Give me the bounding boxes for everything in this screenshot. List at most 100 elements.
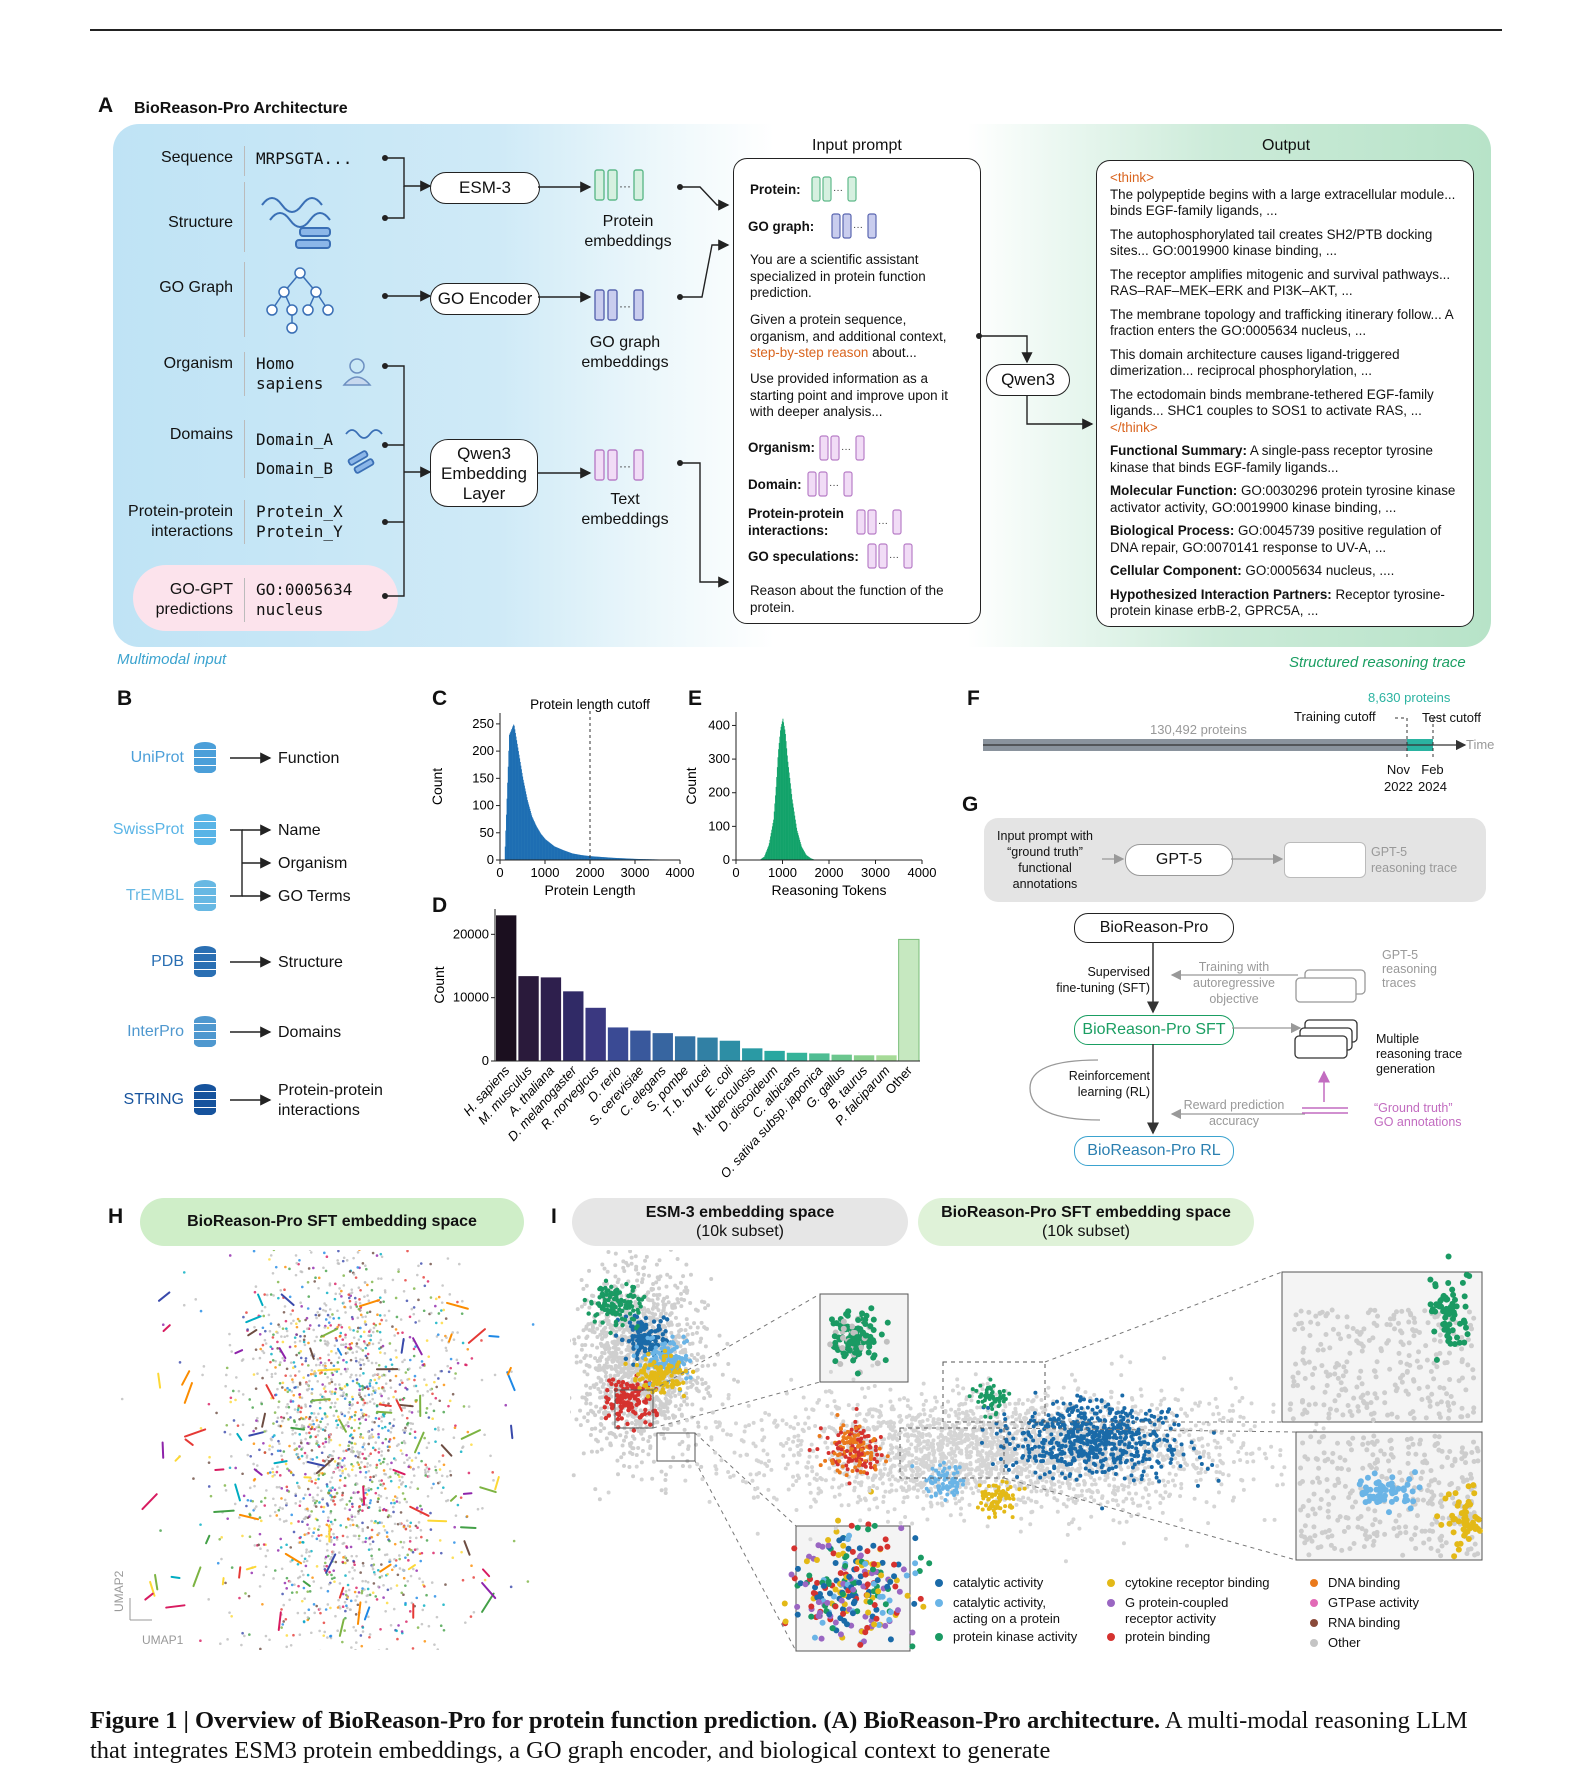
embedding-point — [429, 1512, 432, 1515]
esm-point — [661, 1405, 665, 1409]
embedding-point — [379, 1331, 382, 1334]
esm-point — [582, 1451, 586, 1455]
embedding-point — [200, 1310, 203, 1313]
esm-point — [587, 1306, 591, 1310]
embedding-point — [352, 1524, 355, 1527]
embedding-point — [359, 1364, 362, 1367]
embedding-point — [304, 1344, 307, 1347]
esm-class-point — [624, 1357, 628, 1361]
embedding-point — [409, 1359, 412, 1362]
esm-point — [663, 1478, 667, 1482]
embedding-point — [226, 1638, 229, 1641]
embedding-point — [454, 1372, 457, 1375]
embedding-point — [353, 1273, 356, 1276]
embedding-point — [280, 1454, 283, 1457]
esm-class-point — [620, 1323, 624, 1327]
embedding-point — [305, 1432, 308, 1435]
embedding-point — [283, 1335, 286, 1338]
panel-b-arrows — [100, 730, 420, 1130]
embedding-point — [389, 1409, 392, 1412]
embedding-point — [381, 1442, 384, 1445]
embedding-point — [194, 1298, 197, 1301]
organism-bar — [630, 1031, 650, 1061]
embedding-point — [228, 1611, 231, 1614]
esm-point — [582, 1370, 586, 1374]
embedding-point — [286, 1367, 289, 1370]
embedding-point — [322, 1442, 325, 1445]
embedding-point — [309, 1493, 312, 1496]
organism-bar — [697, 1038, 717, 1061]
esm-inset-point — [841, 1319, 847, 1325]
embedding-point — [376, 1598, 379, 1601]
embedding-point — [340, 1295, 343, 1298]
embedding-point — [363, 1448, 366, 1451]
embedding-point — [303, 1330, 306, 1333]
embedding-point — [288, 1598, 291, 1601]
embedding-point — [297, 1577, 300, 1580]
embedding-point — [297, 1408, 300, 1411]
embedding-point — [253, 1250, 256, 1252]
embedding-point — [229, 1401, 232, 1404]
embedding-point — [358, 1361, 361, 1364]
esm-point — [619, 1351, 623, 1355]
embedding-point — [329, 1308, 332, 1311]
embedding-point — [461, 1312, 464, 1315]
embedding-point — [269, 1361, 272, 1364]
embedding-point — [285, 1543, 288, 1546]
esm-point — [650, 1477, 654, 1481]
embedding-point — [381, 1374, 384, 1377]
panel-h-title: BioReason-Pro SFT embedding space — [140, 1198, 524, 1246]
embedding-point — [385, 1382, 388, 1385]
embedding-point — [334, 1298, 337, 1301]
embedding-point — [303, 1587, 306, 1590]
esm-point — [695, 1387, 699, 1391]
embedding-point — [298, 1259, 301, 1262]
organism-bar — [854, 1055, 874, 1061]
esm-point — [701, 1382, 705, 1386]
esm-point — [580, 1348, 584, 1352]
embedding-point — [359, 1396, 362, 1399]
embedding-point — [380, 1346, 383, 1349]
embedding-point — [430, 1296, 433, 1299]
embedding-point — [360, 1645, 363, 1648]
sft-space-title: BioReason-Pro SFT embedding space — [941, 1204, 1231, 1221]
embedding-point — [414, 1548, 417, 1551]
embedding-point — [371, 1398, 374, 1401]
esm-point — [678, 1344, 682, 1348]
embedding-point — [464, 1621, 467, 1624]
target-label: Function — [278, 749, 339, 769]
embedding-point — [342, 1394, 345, 1397]
esm-point — [611, 1341, 615, 1345]
embedding-point — [390, 1624, 393, 1627]
embedding-point — [289, 1580, 292, 1583]
embedding-point — [438, 1312, 441, 1315]
esm-point — [635, 1453, 639, 1457]
embedding-point — [357, 1317, 360, 1320]
embedding-point — [249, 1535, 252, 1538]
embedding-point — [367, 1334, 370, 1337]
embedding-point — [418, 1320, 421, 1323]
embedding-point — [371, 1536, 374, 1539]
cluster-stroke — [340, 1619, 344, 1635]
esm-class-point — [663, 1341, 667, 1345]
embedding-point — [401, 1546, 404, 1549]
cluster-stroke — [318, 1369, 339, 1370]
embedding-point — [408, 1457, 411, 1460]
y-tick-label: 0 — [723, 852, 730, 867]
embedding-point — [410, 1308, 413, 1311]
embedding-point — [311, 1426, 314, 1429]
embedding-point — [351, 1577, 354, 1580]
embedding-point — [453, 1338, 456, 1341]
embedding-point — [417, 1466, 420, 1469]
embedding-point — [281, 1568, 284, 1571]
embedding-point — [409, 1610, 412, 1613]
embedding-point — [298, 1393, 301, 1396]
embedding-point — [315, 1364, 318, 1367]
esm-inset-point — [840, 1335, 846, 1341]
embedding-point — [406, 1417, 409, 1420]
embedding-point — [331, 1476, 334, 1479]
esm-point — [691, 1332, 695, 1336]
esm-class-point — [643, 1349, 647, 1353]
time-axis-label: Time — [1466, 737, 1494, 752]
esm-point — [620, 1334, 624, 1338]
